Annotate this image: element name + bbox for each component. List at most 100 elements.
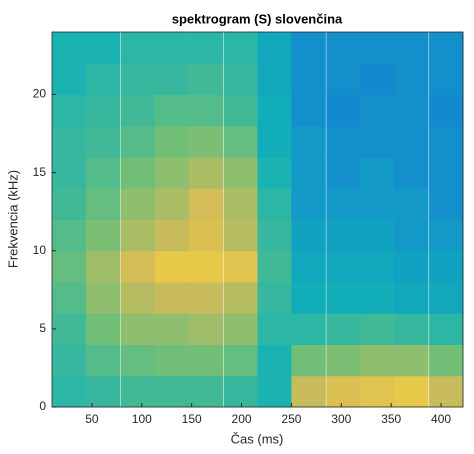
- heatmap-cell: [291, 344, 326, 377]
- heatmap-cell: [360, 344, 395, 377]
- heatmap-cell: [291, 63, 326, 95]
- x-axis-label: Čas (ms): [231, 431, 284, 446]
- heatmap-cell: [257, 313, 292, 345]
- heatmap: [52, 32, 464, 408]
- x-tick-label: 250: [281, 412, 301, 426]
- heatmap-cell: [257, 157, 292, 189]
- heatmap-cell: [188, 375, 224, 408]
- heatmap-cell: [257, 188, 292, 220]
- heatmap-cell: [120, 344, 156, 377]
- heatmap-cell: [52, 94, 87, 127]
- heatmap-cell: [223, 219, 258, 252]
- heatmap-cell: [85, 282, 121, 314]
- plot-frame: [51, 31, 464, 408]
- heatmap-cell: [52, 188, 87, 220]
- heatmap-cell: [291, 250, 326, 283]
- heatmap-cell: [154, 94, 190, 127]
- heatmap-cell: [429, 94, 464, 127]
- heatmap-cell: [120, 250, 156, 283]
- heatmap-cell: [52, 157, 87, 189]
- heatmap-cell: [360, 250, 395, 283]
- heatmap-cell: [394, 188, 429, 220]
- heatmap-cell: [154, 125, 190, 158]
- heatmap-cell: [291, 188, 326, 220]
- heatmap-cell: [223, 313, 258, 345]
- heatmap-cell: [188, 63, 224, 95]
- heatmap-cell: [188, 282, 224, 314]
- heatmap-cell: [52, 63, 87, 95]
- heatmap-cell: [360, 157, 395, 189]
- heatmap-cell: [120, 313, 156, 345]
- heatmap-cell: [154, 250, 190, 283]
- heatmap-cell: [429, 250, 464, 283]
- heatmap-cell: [85, 125, 121, 158]
- heatmap-cell: [360, 63, 395, 95]
- heatmap-cell: [223, 344, 258, 377]
- heatmap-cell: [326, 282, 361, 314]
- heatmap-cell: [291, 313, 326, 345]
- heatmap-cell: [326, 344, 361, 377]
- x-tick-label: 150: [182, 412, 202, 426]
- heatmap-cell: [154, 157, 190, 189]
- x-tick-label: 400: [431, 412, 451, 426]
- y-tick-label: 0: [39, 399, 46, 413]
- heatmap-cell: [52, 125, 87, 158]
- heatmap-cell: [257, 63, 292, 95]
- heatmap-cell: [394, 250, 429, 283]
- heatmap-cell: [291, 375, 326, 408]
- heatmap-cell: [223, 188, 258, 220]
- heatmap-cell: [85, 250, 121, 283]
- heatmap-cell: [326, 32, 361, 64]
- x-tick-label: 50: [85, 412, 99, 426]
- heatmap-cell: [120, 188, 156, 220]
- heatmap-cell: [257, 250, 292, 283]
- chart-title: spektrogram (S) slovenčina: [172, 11, 343, 26]
- heatmap-cell: [429, 219, 464, 252]
- heatmap-cell: [360, 219, 395, 252]
- heatmap-cell: [360, 313, 395, 345]
- heatmap-cell: [52, 250, 87, 283]
- heatmap-cell: [85, 157, 121, 189]
- heatmap-cell: [394, 313, 429, 345]
- heatmap-cell: [291, 32, 326, 64]
- heatmap-cell: [188, 94, 224, 127]
- heatmap-cell: [394, 125, 429, 158]
- heatmap-cell: [223, 282, 258, 314]
- x-tick-label: 350: [381, 412, 401, 426]
- heatmap-cell: [394, 344, 429, 377]
- heatmap-cell: [223, 375, 258, 408]
- heatmap-cell: [188, 32, 224, 64]
- heatmap-cell: [223, 94, 258, 127]
- heatmap-cell: [85, 63, 121, 95]
- heatmap-cell: [85, 188, 121, 220]
- heatmap-cell: [120, 125, 156, 158]
- heatmap-cell: [429, 344, 464, 377]
- heatmap-cell: [154, 344, 190, 377]
- heatmap-cell: [429, 375, 464, 408]
- heatmap-cell: [52, 282, 87, 314]
- heatmap-cell: [257, 375, 292, 408]
- x-tick-label: 300: [331, 412, 351, 426]
- heatmap-cell: [394, 63, 429, 95]
- heatmap-cell: [85, 313, 121, 345]
- x-tick-label: 200: [232, 412, 252, 426]
- heatmap-cell: [85, 344, 121, 377]
- heatmap-cell: [429, 157, 464, 189]
- heatmap-cell: [326, 125, 361, 158]
- heatmap-cell: [394, 219, 429, 252]
- x-tick-label: 100: [132, 412, 152, 426]
- heatmap-cell: [257, 32, 292, 64]
- heatmap-cell: [394, 282, 429, 314]
- heatmap-cell: [291, 125, 326, 158]
- heatmap-cell: [429, 32, 464, 64]
- heatmap-cell: [85, 32, 121, 64]
- heatmap-cell: [291, 282, 326, 314]
- heatmap-cell: [154, 219, 190, 252]
- heatmap-cell: [257, 125, 292, 158]
- heatmap-cell: [360, 188, 395, 220]
- heatmap-cell: [360, 282, 395, 314]
- heatmap-cell: [429, 282, 464, 314]
- heatmap-cell: [223, 63, 258, 95]
- heatmap-cell: [326, 188, 361, 220]
